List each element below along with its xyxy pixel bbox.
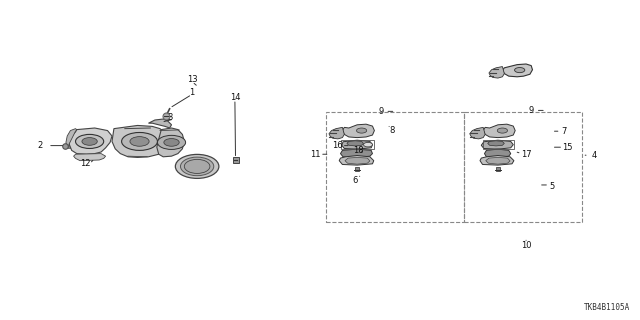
Circle shape xyxy=(364,142,372,147)
Polygon shape xyxy=(66,129,77,148)
Text: 16: 16 xyxy=(332,141,342,150)
Text: 8: 8 xyxy=(389,126,394,135)
Polygon shape xyxy=(148,119,172,128)
Polygon shape xyxy=(480,156,514,165)
Polygon shape xyxy=(340,149,372,157)
Polygon shape xyxy=(488,141,504,146)
Text: 13: 13 xyxy=(187,75,197,84)
Bar xyxy=(341,140,374,149)
Ellipse shape xyxy=(175,155,219,179)
Bar xyxy=(326,112,464,222)
Polygon shape xyxy=(347,141,364,146)
Circle shape xyxy=(164,139,179,146)
Text: 15: 15 xyxy=(563,143,573,152)
Text: 11: 11 xyxy=(310,150,320,159)
Ellipse shape xyxy=(180,157,214,176)
Ellipse shape xyxy=(184,159,210,173)
Circle shape xyxy=(497,128,508,133)
Polygon shape xyxy=(342,124,374,138)
Text: 18: 18 xyxy=(353,146,364,155)
Polygon shape xyxy=(69,128,112,154)
Circle shape xyxy=(76,134,104,148)
Polygon shape xyxy=(486,157,510,164)
Text: 2: 2 xyxy=(38,141,43,150)
Text: 12: 12 xyxy=(80,159,90,168)
Circle shape xyxy=(515,68,525,73)
Text: 7: 7 xyxy=(562,127,567,136)
Text: 10: 10 xyxy=(521,241,531,250)
Text: 5: 5 xyxy=(549,182,554,191)
Text: 4: 4 xyxy=(591,151,596,160)
Polygon shape xyxy=(489,67,504,78)
Text: 1: 1 xyxy=(189,88,195,97)
Circle shape xyxy=(130,137,149,146)
Polygon shape xyxy=(74,154,106,161)
Bar xyxy=(483,140,514,149)
Text: TKB4B1105A: TKB4B1105A xyxy=(584,303,630,312)
Text: 9: 9 xyxy=(529,106,534,115)
Polygon shape xyxy=(157,128,184,157)
Polygon shape xyxy=(481,140,513,149)
Circle shape xyxy=(356,128,367,133)
Bar xyxy=(464,112,582,222)
Polygon shape xyxy=(329,127,344,139)
Polygon shape xyxy=(339,156,374,165)
Circle shape xyxy=(122,132,157,150)
Text: 6: 6 xyxy=(353,176,358,185)
Text: 17: 17 xyxy=(521,150,531,159)
Polygon shape xyxy=(502,64,532,77)
Polygon shape xyxy=(112,125,168,157)
Polygon shape xyxy=(342,140,372,149)
Polygon shape xyxy=(484,149,511,157)
Polygon shape xyxy=(483,124,515,138)
Circle shape xyxy=(157,135,186,149)
Text: 14: 14 xyxy=(230,93,240,102)
Polygon shape xyxy=(470,127,485,139)
Polygon shape xyxy=(345,157,370,164)
Circle shape xyxy=(82,138,97,145)
Text: 9: 9 xyxy=(378,107,383,116)
Text: 3: 3 xyxy=(167,113,172,122)
